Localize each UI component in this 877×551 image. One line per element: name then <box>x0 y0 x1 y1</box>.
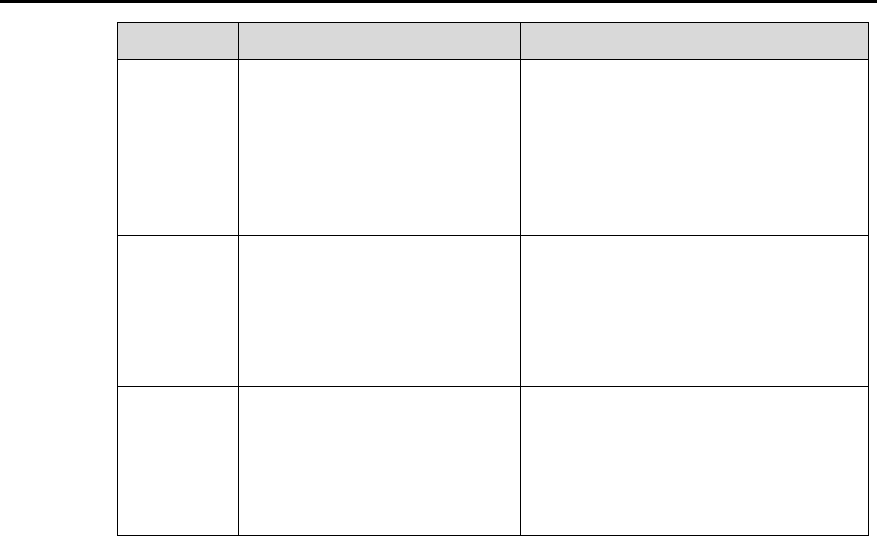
table-row <box>117 235 869 387</box>
document-table <box>117 22 869 536</box>
table-cell <box>520 59 869 236</box>
table-header-cell <box>117 22 239 60</box>
table-cell <box>117 235 239 387</box>
table-row <box>117 59 869 236</box>
table-cell <box>520 235 869 387</box>
table-header-cell <box>238 22 521 60</box>
table-cell <box>117 59 239 236</box>
table-header-row <box>117 22 869 60</box>
table-cell <box>238 59 521 236</box>
table-cell <box>238 386 521 536</box>
table-header-cell <box>520 22 869 60</box>
table-cell <box>117 386 239 536</box>
table-cell <box>520 386 869 536</box>
table-row <box>117 386 869 536</box>
table-cell <box>238 235 521 387</box>
top-horizontal-rule <box>0 0 877 3</box>
